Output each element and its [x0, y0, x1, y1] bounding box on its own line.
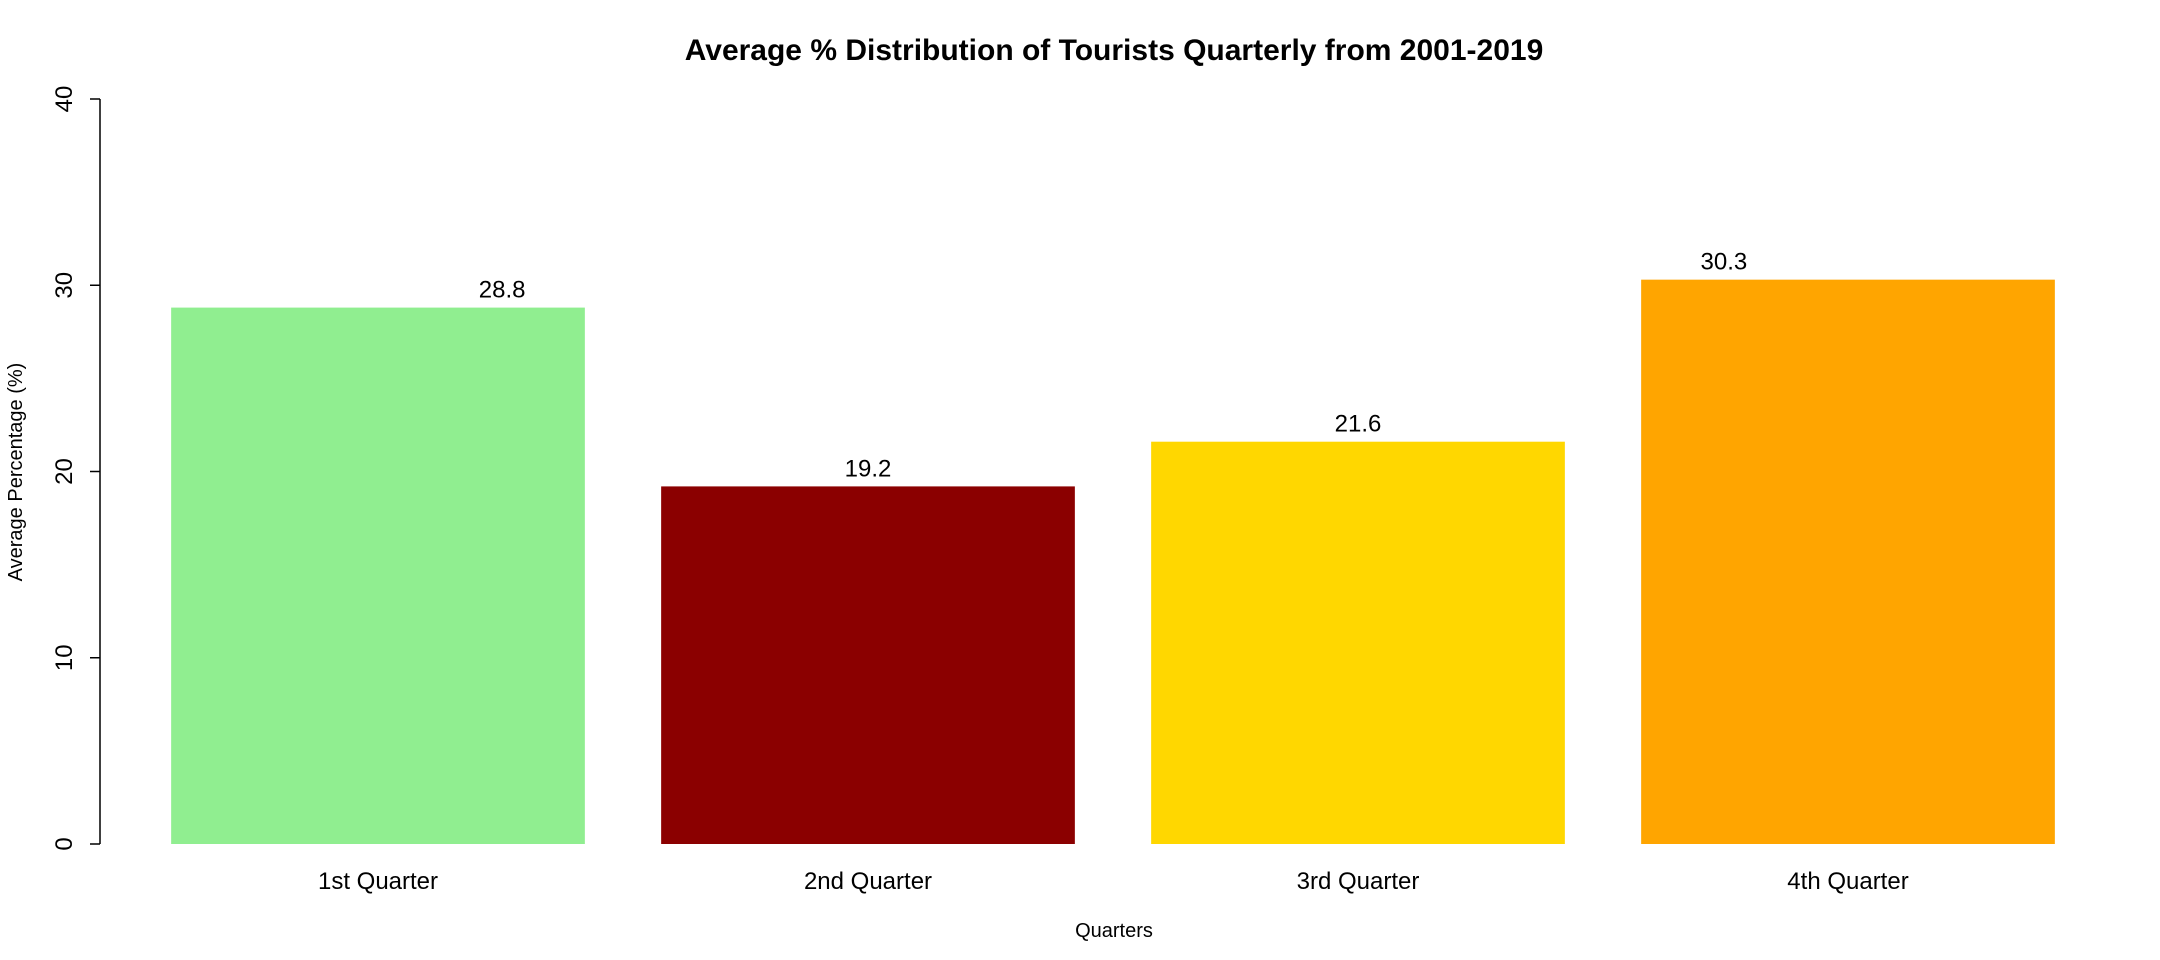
- y-tick-label: 20: [51, 458, 78, 485]
- y-tick-label: 40: [51, 86, 78, 113]
- bar-value-label: 30.3: [1701, 249, 1748, 276]
- bar: [1641, 279, 2055, 845]
- bar: [1151, 441, 1565, 844]
- y-tick-label: 30: [51, 272, 78, 299]
- y-tick-label: 10: [51, 644, 78, 671]
- x-axis-labels: 1st Quarter 2nd Quarter 3rd Quarter 4th Qua…: [318, 868, 1909, 895]
- x-tick-label: 4th Quarter: [1787, 868, 1908, 895]
- bar-value-label: 21.6: [1335, 411, 1382, 438]
- x-tick-label: 1st Quarter: [318, 868, 438, 895]
- bar-value-label: 28.8: [479, 277, 526, 304]
- y-tick-label: 0: [51, 837, 78, 850]
- chart-title: Average % Distribution of Tourists Quart…: [685, 34, 1544, 67]
- y-axis-title: Average Percentage (%): [5, 363, 27, 582]
- bar-value-label: 19.2: [845, 455, 892, 482]
- x-tick-label: 3rd Quarter: [1297, 868, 1420, 895]
- x-axis-title: Quarters: [1075, 920, 1153, 942]
- y-axis: 0 10 20 30 40: [51, 86, 101, 851]
- bars: 28.8 19.2 21.6 30.3: [171, 249, 2055, 845]
- bar: [661, 486, 1075, 844]
- x-tick-label: 2nd Quarter: [804, 868, 932, 895]
- bar: [171, 307, 585, 845]
